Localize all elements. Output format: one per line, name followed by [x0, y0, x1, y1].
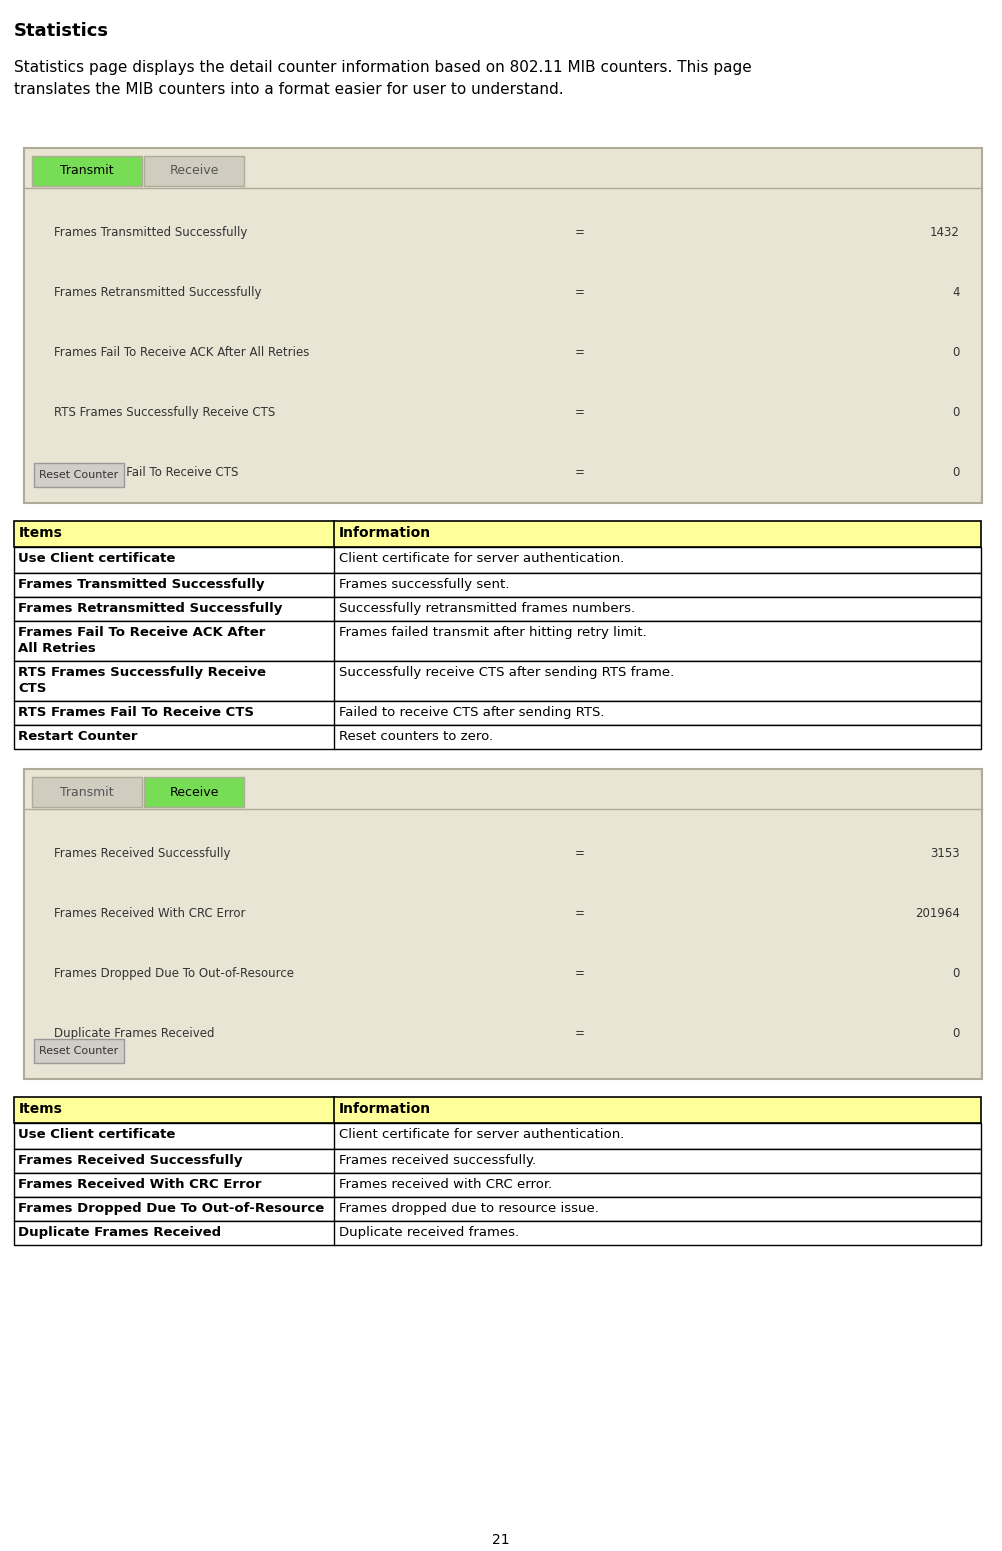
Text: 0: 0: [952, 346, 959, 358]
Text: 1432: 1432: [929, 226, 959, 239]
Bar: [14, 597, 980, 620]
Bar: [14, 1173, 980, 1197]
Text: Items: Items: [19, 1103, 63, 1117]
Text: Duplicate Frames Received: Duplicate Frames Received: [18, 1225, 220, 1239]
Text: Frames Fail To Receive ACK After: Frames Fail To Receive ACK After: [18, 627, 266, 639]
Text: Use Client certificate: Use Client certificate: [18, 552, 175, 565]
Text: Reset Counter: Reset Counter: [39, 1045, 118, 1056]
Bar: [14, 1197, 980, 1221]
Text: Reset counters to zero.: Reset counters to zero.: [339, 731, 493, 743]
Text: =: =: [574, 847, 584, 859]
Text: Duplicate received frames.: Duplicate received frames.: [339, 1225, 519, 1239]
Text: =: =: [574, 226, 584, 239]
Bar: [144, 777, 243, 807]
Text: Frames received with CRC error.: Frames received with CRC error.: [339, 1179, 552, 1191]
Text: Frames Received Successfully: Frames Received Successfully: [18, 1154, 242, 1166]
Bar: [14, 724, 980, 749]
Text: Frames successfully sent.: Frames successfully sent.: [339, 579, 509, 591]
Text: 21: 21: [492, 1532, 509, 1546]
Text: Frames Received With CRC Error: Frames Received With CRC Error: [18, 1179, 262, 1191]
Text: 4: 4: [952, 285, 959, 299]
Text: Statistics: Statistics: [14, 22, 109, 40]
Bar: [14, 701, 980, 724]
Text: =: =: [574, 966, 584, 980]
Text: Failed to receive CTS after sending RTS.: Failed to receive CTS after sending RTS.: [339, 706, 604, 720]
Bar: [34, 1039, 124, 1062]
Text: 201964: 201964: [914, 907, 959, 920]
Bar: [32, 777, 142, 807]
Text: Use Client certificate: Use Client certificate: [18, 1128, 175, 1142]
Text: 0: 0: [952, 465, 959, 479]
Text: All Retries: All Retries: [18, 642, 95, 655]
Text: Receive: Receive: [169, 785, 218, 799]
Text: =: =: [574, 1027, 584, 1041]
Bar: [14, 1123, 980, 1149]
Bar: [14, 548, 980, 572]
Bar: [14, 620, 980, 661]
Text: Frames received successfully.: Frames received successfully.: [339, 1154, 536, 1166]
Bar: [14, 661, 980, 701]
Bar: [14, 1097, 980, 1123]
Text: =: =: [574, 346, 584, 358]
Text: Successfully retransmitted frames numbers.: Successfully retransmitted frames number…: [339, 602, 634, 616]
Text: =: =: [574, 285, 584, 299]
Text: =: =: [574, 406, 584, 419]
Text: Frames Received With CRC Error: Frames Received With CRC Error: [54, 907, 245, 920]
Text: Frames failed transmit after hitting retry limit.: Frames failed transmit after hitting ret…: [339, 627, 646, 639]
Text: Frames Retransmitted Successfully: Frames Retransmitted Successfully: [54, 285, 262, 299]
Text: Reset Counter: Reset Counter: [39, 470, 118, 479]
Text: Information: Information: [339, 526, 431, 540]
Text: CTS: CTS: [18, 682, 46, 695]
Text: Successfully receive CTS after sending RTS frame.: Successfully receive CTS after sending R…: [339, 665, 673, 679]
Text: Frames Dropped Due To Out-of-Resource: Frames Dropped Due To Out-of-Resource: [18, 1202, 324, 1214]
Text: Transmit: Transmit: [60, 785, 113, 799]
Bar: [14, 572, 980, 597]
Text: Frames Received Successfully: Frames Received Successfully: [54, 847, 230, 859]
Text: Items: Items: [19, 526, 63, 540]
Bar: [32, 157, 142, 186]
Text: 3153: 3153: [930, 847, 959, 859]
Text: Frames Transmitted Successfully: Frames Transmitted Successfully: [54, 226, 247, 239]
Text: 0: 0: [952, 966, 959, 980]
Text: 0: 0: [952, 406, 959, 419]
Text: Transmit: Transmit: [60, 164, 113, 177]
Bar: [24, 147, 981, 503]
Text: Frames Retransmitted Successfully: Frames Retransmitted Successfully: [18, 602, 283, 616]
Bar: [144, 157, 243, 186]
Text: translates the MIB counters into a format easier for user to understand.: translates the MIB counters into a forma…: [14, 82, 563, 98]
Bar: [14, 1221, 980, 1245]
Bar: [34, 464, 124, 487]
Text: RTS Frames Successfully Receive CTS: RTS Frames Successfully Receive CTS: [54, 406, 275, 419]
Text: =: =: [574, 465, 584, 479]
Text: Frames dropped due to resource issue.: Frames dropped due to resource issue.: [339, 1202, 598, 1214]
Text: RTS Frames Fail To Receive CTS: RTS Frames Fail To Receive CTS: [54, 465, 238, 479]
Text: Client certificate for server authentication.: Client certificate for server authentica…: [339, 552, 624, 565]
Text: Information: Information: [339, 1103, 431, 1117]
Bar: [24, 769, 981, 1079]
Text: Statistics page displays the detail counter information based on 802.11 MIB coun: Statistics page displays the detail coun…: [14, 60, 752, 74]
Text: Duplicate Frames Received: Duplicate Frames Received: [54, 1027, 214, 1041]
Text: 0: 0: [952, 1027, 959, 1041]
Text: Frames Fail To Receive ACK After All Retries: Frames Fail To Receive ACK After All Ret…: [54, 346, 309, 358]
Text: =: =: [574, 907, 584, 920]
Bar: [14, 521, 980, 548]
Text: Receive: Receive: [169, 164, 218, 177]
Bar: [14, 1149, 980, 1173]
Text: Frames Transmitted Successfully: Frames Transmitted Successfully: [18, 579, 265, 591]
Text: Restart Counter: Restart Counter: [18, 731, 137, 743]
Text: RTS Frames Successfully Receive: RTS Frames Successfully Receive: [18, 665, 266, 679]
Text: RTS Frames Fail To Receive CTS: RTS Frames Fail To Receive CTS: [18, 706, 254, 720]
Text: Client certificate for server authentication.: Client certificate for server authentica…: [339, 1128, 624, 1142]
Text: Frames Dropped Due To Out-of-Resource: Frames Dropped Due To Out-of-Resource: [54, 966, 294, 980]
